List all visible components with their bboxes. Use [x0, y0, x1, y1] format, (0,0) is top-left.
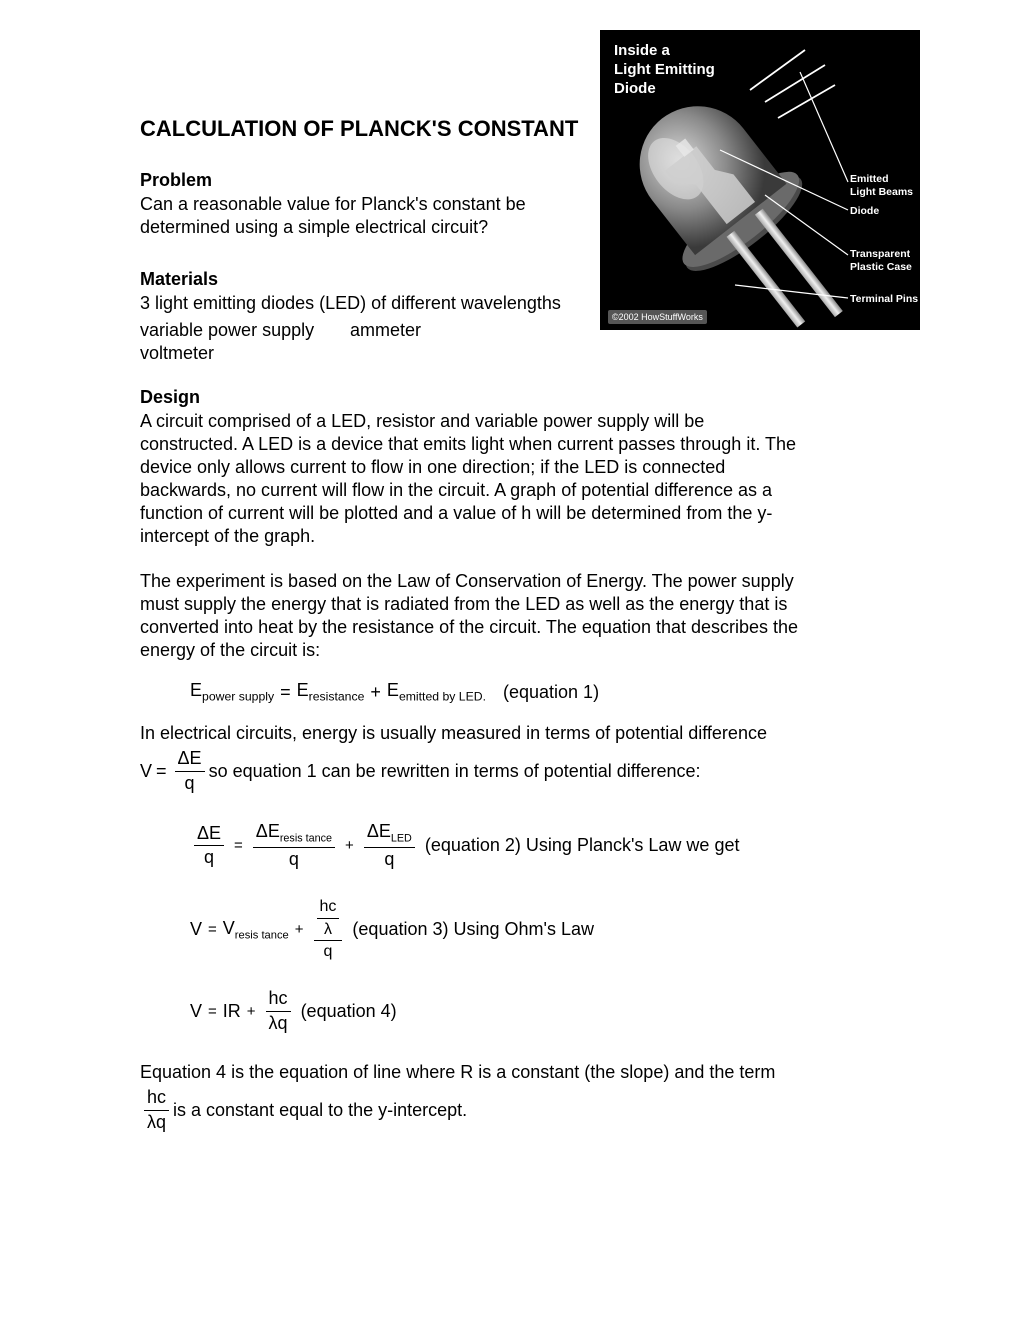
eq3-lhs: V — [190, 919, 202, 940]
eq4-label: (equation 4) — [301, 1001, 397, 1022]
equation-3: V = Vresis tance + hc λ q (equation 3) U… — [190, 898, 920, 961]
design-p2: The experiment is based on the Law of Co… — [140, 570, 800, 662]
design-p1: A circuit comprised of a LED, resistor a… — [140, 410, 800, 548]
yint-frac: hc λq — [144, 1088, 169, 1133]
led-diagram-figure: Inside a Light Emitting Diode Emitted Li… — [600, 30, 920, 330]
eq2-f3: ΔELED q — [364, 822, 415, 870]
materials-supply: variable power supply — [140, 319, 350, 342]
problem-text: Can a reasonable value for Planck's cons… — [140, 193, 590, 239]
figure-copyright: ©2002 HowStuffWorks — [608, 310, 707, 324]
equation-1: Epower supply = Eresistance + Eemitted b… — [190, 680, 920, 704]
figure-label-emitted: Emitted Light Beams — [850, 173, 916, 198]
eq3-label: (equation 3) Using Ohm's Law — [352, 919, 594, 940]
eq2-f2: ΔEresis tance q — [253, 822, 335, 870]
equals-sign: = — [234, 837, 243, 854]
vdef-row: V = ΔE q so equation 1 can be rewritten … — [140, 749, 920, 794]
eq1-label: (equation 1) — [503, 682, 599, 703]
design-p5: is a constant equal to the y-intercept. — [173, 1099, 467, 1122]
eq2-label: (equation 2) Using Planck's Law we get — [425, 835, 740, 856]
figure-title-l1: Inside a — [614, 42, 670, 59]
eq1-lhs: Epower supply — [190, 680, 274, 704]
equals-sign: = — [208, 1003, 217, 1020]
figure-label-pins: Terminal Pins — [850, 293, 918, 306]
design-p3b: so equation 1 can be rewritten in terms … — [209, 760, 701, 783]
eq3-bigfrac: hc λ q — [314, 898, 343, 961]
eq4-frac: hc λq — [266, 989, 291, 1034]
figure-label-case: Transparent Plastic Case — [850, 248, 916, 273]
plus-sign: + — [345, 837, 354, 854]
design-p4: Equation 4 is the equation of line where… — [140, 1061, 820, 1084]
plus-sign: + — [295, 921, 304, 938]
equals-sign: = — [156, 760, 167, 783]
design-heading: Design — [140, 387, 920, 408]
materials-line1: 3 light emitting diodes (LED) of differe… — [140, 292, 590, 315]
figure-title: Inside a Light Emitting Diode — [614, 42, 715, 98]
figure-title-l3: Diode — [614, 80, 656, 97]
eq2-f1: ΔE q — [194, 824, 224, 869]
eq4-lhs: V — [190, 1001, 202, 1022]
vdef-lhs: V — [140, 760, 152, 783]
figure-title-l2: Light Emitting — [614, 61, 715, 78]
eq3-t1: Vresis tance — [223, 918, 289, 942]
plus-sign: + — [247, 1003, 256, 1020]
plus-sign: + — [370, 682, 381, 703]
equals-sign: = — [280, 682, 291, 703]
design-p3a: In electrical circuits, energy is usuall… — [140, 722, 820, 745]
equation-2: ΔE q = ΔEresis tance q + ΔELED q (equati… — [190, 822, 920, 870]
equation-4: V = IR + hc λq (equation 4) — [190, 989, 920, 1034]
figure-label-diode: Diode — [850, 205, 879, 218]
eq1-r2: Eemitted by LED. — [387, 680, 486, 704]
equals-sign: = — [208, 921, 217, 938]
eq4-t1: IR — [223, 1001, 241, 1022]
vdef-frac: ΔE q — [175, 749, 205, 794]
eq1-r1: Eresistance — [297, 680, 365, 704]
yint-row: hc λq is a constant equal to the y-inter… — [140, 1088, 920, 1133]
materials-line3: voltmeter — [140, 342, 920, 365]
